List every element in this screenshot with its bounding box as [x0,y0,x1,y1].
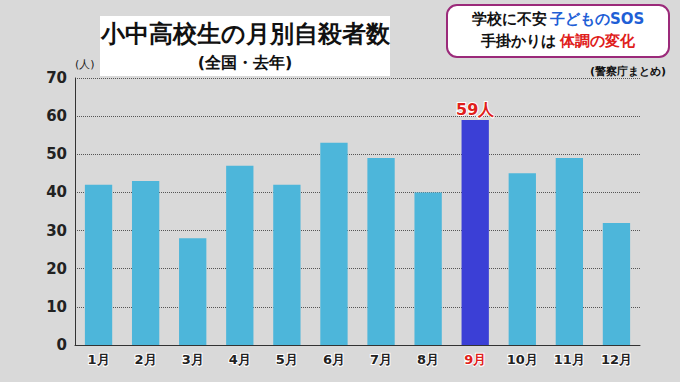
svg-text:9月: 9月 [464,352,486,367]
svg-text:30: 30 [46,222,67,240]
svg-text:(人): (人) [75,58,95,71]
svg-text:(警察庁まとめ): (警察庁まとめ) [590,65,666,78]
svg-text:0: 0 [57,336,67,354]
svg-text:11月: 11月 [554,352,585,367]
svg-text:(全国・去年): (全国・去年) [198,53,293,72]
svg-text:4月: 4月 [229,352,251,367]
svg-text:10月: 10月 [507,352,538,367]
svg-text:小中高校生の月別自殺者数: 小中高校生の月別自殺者数 [100,20,391,48]
svg-text:学校に不安: 学校に不安 [472,10,547,28]
svg-text:20: 20 [46,260,67,278]
svg-text:59人: 59人 [456,100,495,119]
svg-text:6月: 6月 [323,352,345,367]
svg-text:70: 70 [46,69,67,87]
svg-text:10: 10 [46,298,67,316]
svg-text:60: 60 [46,107,67,125]
svg-text:7月: 7月 [370,352,392,367]
svg-text:体調の変化: 体調の変化 [559,32,636,50]
svg-text:8月: 8月 [417,352,439,367]
svg-text:5月: 5月 [276,352,298,367]
svg-text:12月: 12月 [601,352,632,367]
svg-text:50: 50 [46,145,67,163]
svg-text:40: 40 [46,183,67,201]
svg-text:子どものSOS: 子どものSOS [549,10,644,28]
svg-text:2月: 2月 [135,352,157,367]
svg-text:1月: 1月 [88,352,110,367]
svg-text:手掛かりは: 手掛かりは [480,32,556,50]
svg-text:3月: 3月 [182,352,204,367]
